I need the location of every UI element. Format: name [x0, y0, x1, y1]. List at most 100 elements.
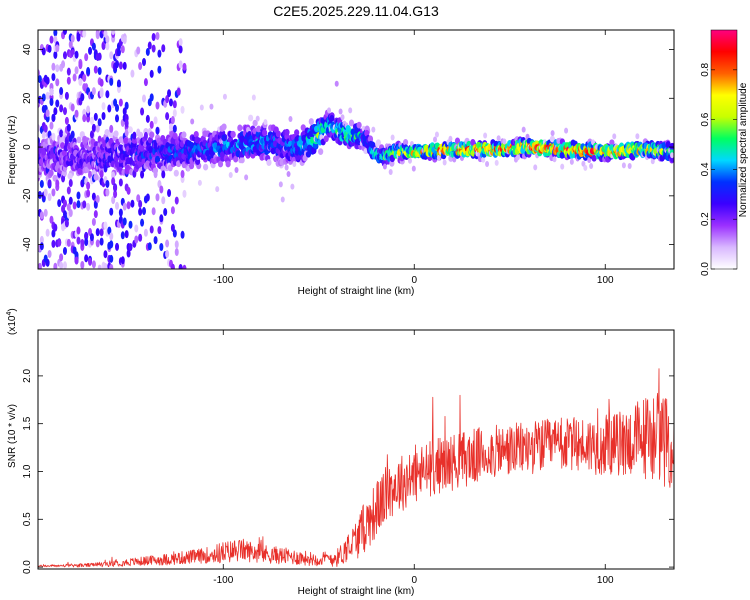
heatmap-point	[138, 207, 143, 216]
heatmap-point	[53, 50, 58, 59]
heatmap-point	[76, 136, 82, 144]
heatmap-point	[127, 126, 133, 134]
heatmap-point	[149, 225, 154, 234]
heatmap-point	[433, 136, 438, 143]
heatmap-point	[93, 210, 98, 219]
heatmap-point	[319, 134, 324, 141]
heatmap-point	[583, 164, 588, 171]
heatmap-point	[107, 104, 112, 113]
heatmap-point	[116, 48, 121, 57]
heatmap-point	[485, 160, 490, 167]
heatmap-point	[140, 170, 145, 179]
heatmap-point	[388, 168, 393, 175]
heatmap-point	[174, 240, 179, 249]
heatmap-point	[41, 93, 46, 102]
heatmap-point	[84, 238, 89, 247]
heatmap-point	[68, 40, 73, 49]
heatmap-point	[53, 262, 58, 269]
heatmap-point	[136, 194, 141, 203]
heatmap-point	[49, 35, 54, 44]
heatmap-point	[77, 168, 83, 175]
heatmap-point	[51, 132, 56, 141]
heatmap-point	[128, 220, 133, 229]
heatmap-point	[230, 130, 236, 138]
heatmap-point	[88, 46, 93, 55]
scale-close: )	[7, 308, 18, 311]
heatmap-point	[74, 50, 79, 59]
heatmap-point	[122, 61, 127, 70]
heatmap-point	[124, 101, 129, 110]
heatmap-point	[533, 164, 538, 171]
heatmap-point	[239, 156, 245, 164]
heatmap-point	[111, 30, 116, 35]
heatmap-point	[76, 191, 81, 200]
heatmap-point	[66, 186, 71, 195]
heatmap-point	[59, 253, 64, 262]
chart-title: C2E5.2025.229.11.04.G13	[273, 3, 439, 19]
heatmap-point	[82, 30, 87, 38]
heatmap-point	[143, 131, 148, 140]
heatmap-x-ticks: -100 0 100	[213, 30, 614, 286]
heatmap-point	[38, 75, 42, 84]
heatmap-point	[452, 156, 457, 163]
heatmap-point	[95, 195, 100, 204]
heatmap-point	[105, 179, 110, 188]
heatmap-point	[51, 62, 56, 71]
heatmap-point	[105, 188, 110, 197]
heatmap-point	[57, 238, 62, 247]
heatmap-point	[91, 260, 96, 269]
heatmap-point	[113, 190, 118, 199]
heatmap-point	[115, 60, 120, 69]
heatmap-point	[252, 119, 258, 127]
heatmap-point	[234, 167, 239, 174]
heatmap-point	[151, 44, 156, 53]
heatmap-point	[76, 200, 81, 209]
heatmap-point	[59, 87, 64, 96]
heatmap-point	[182, 62, 187, 71]
heatmap-point	[62, 107, 67, 116]
heatmap-point	[74, 256, 79, 265]
heatmap-point	[159, 243, 164, 252]
heatmap-point	[126, 186, 131, 195]
heatmap-point	[82, 114, 87, 123]
heatmap-point	[68, 196, 73, 205]
heatmap-point	[262, 129, 268, 137]
colorbar-tick-label: 0.6	[700, 112, 711, 126]
heatmap-point	[62, 51, 67, 60]
colorbar-tick-label: 0.8	[700, 62, 711, 76]
heatmap-point	[138, 200, 143, 209]
snr-panel: -100 0 100 0.0 0.5 1.0 1.5 2.0 Height of strai…	[6, 308, 675, 597]
heatmap-point	[39, 211, 44, 220]
heatmap-point	[255, 115, 260, 122]
heatmap-point	[159, 214, 164, 223]
heatmap-point	[371, 126, 376, 133]
x-tick-label: 0	[411, 575, 417, 586]
heatmap-point	[101, 102, 106, 111]
y-tick-label: 2.0	[22, 369, 33, 383]
heatmap-point	[51, 239, 56, 248]
heatmap-point	[263, 119, 268, 126]
heatmap-point	[59, 129, 64, 138]
heatmap-point	[143, 78, 148, 87]
y-tick-label: 1.5	[22, 416, 33, 430]
heatmap-point	[515, 154, 520, 161]
heatmap-point	[411, 165, 416, 172]
heatmap-point	[122, 217, 127, 226]
heatmap-point	[157, 49, 162, 58]
heatmap-point	[145, 193, 150, 202]
heatmap-point	[138, 233, 143, 242]
heatmap-point	[292, 160, 297, 167]
heatmap-point	[442, 159, 447, 166]
heatmap-point	[153, 170, 158, 179]
heatmap-point	[496, 135, 501, 142]
heatmap-point	[407, 157, 412, 164]
heatmap-point	[147, 41, 152, 50]
colorbar-tick-label: 0.0	[700, 262, 711, 276]
y-tick-label: 0.5	[22, 512, 33, 526]
heatmap-point	[78, 77, 83, 86]
heatmap-point	[589, 163, 594, 170]
heatmap-point	[99, 170, 104, 179]
heatmap-y-axis-label: Frequency (Hz)	[7, 116, 18, 185]
heatmap-point	[95, 228, 100, 237]
